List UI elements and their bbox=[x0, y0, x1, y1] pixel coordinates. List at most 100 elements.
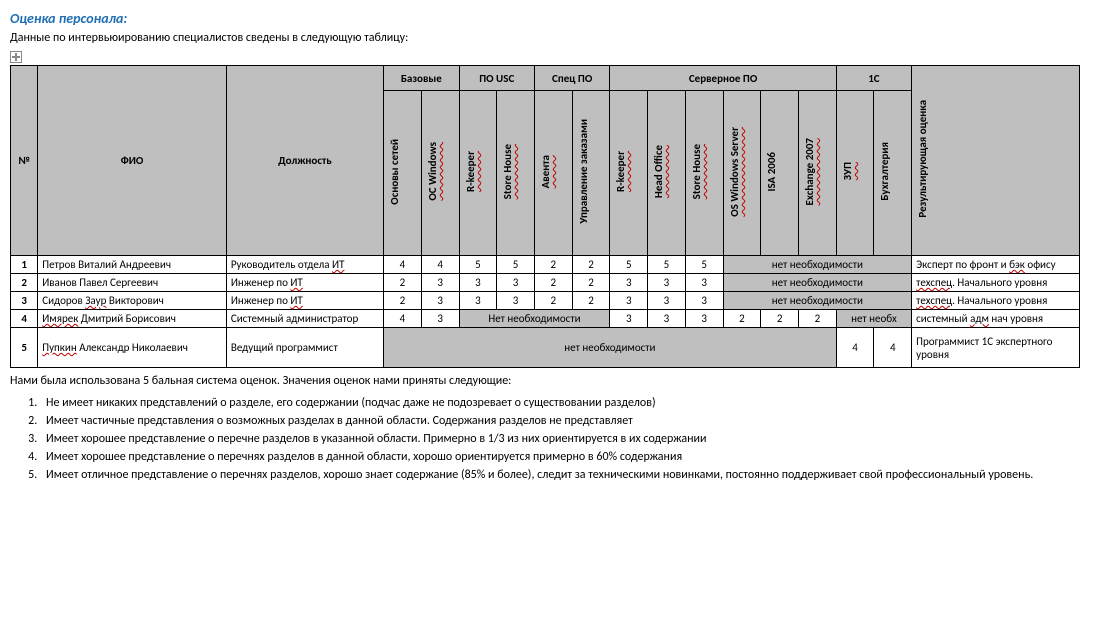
table-row: 5Пупкин Александр НиколаевичВедущий прог… bbox=[11, 328, 1080, 368]
cell: Иванов Павел Сергеевич bbox=[38, 274, 227, 292]
group-basic: Базовые bbox=[384, 66, 459, 91]
cell: 3 bbox=[421, 274, 459, 292]
cell: 2 bbox=[572, 292, 610, 310]
cell: Сидоров Заур Викторович bbox=[38, 292, 227, 310]
scale-item: Не имеет никаких представлений о разделе… bbox=[40, 396, 1090, 410]
cell: 3 bbox=[685, 310, 723, 328]
col-storehouse2: Store House bbox=[685, 91, 723, 256]
cell: Ведущий программист bbox=[226, 328, 383, 368]
cell: 4 bbox=[836, 328, 874, 368]
cell: 5 bbox=[459, 256, 497, 274]
table-row: 3Сидоров Заур ВикторовичИнженер по ИТ233… bbox=[11, 292, 1080, 310]
cell: 2 bbox=[798, 310, 836, 328]
cell: 4 bbox=[384, 256, 422, 274]
cell: 3 bbox=[497, 274, 535, 292]
scale-item: Имеет частичные представления о возможны… bbox=[40, 414, 1090, 428]
cell: 3 bbox=[648, 292, 686, 310]
col-position: Должность bbox=[226, 66, 383, 256]
col-winserver: OS Windows Server bbox=[723, 91, 761, 256]
cell: 3 bbox=[610, 310, 648, 328]
table-row: 2Иванов Павел СергеевичИнженер по ИТ2333… bbox=[11, 274, 1080, 292]
group-server: Серверное ПО bbox=[610, 66, 836, 91]
cell: 2 bbox=[534, 256, 572, 274]
cell: Руководитель отдела ИТ bbox=[226, 256, 383, 274]
cell: 2 bbox=[384, 292, 422, 310]
cell: 3 bbox=[421, 292, 459, 310]
col-rkeeper1: R-keeper bbox=[459, 91, 497, 256]
cell: 3 bbox=[685, 292, 723, 310]
group-spec: Спец ПО bbox=[534, 66, 609, 91]
table-body: 1Петров Виталий АндреевичРуководитель от… bbox=[11, 256, 1080, 368]
col-zup: ЗУП bbox=[836, 91, 874, 256]
cell: 5 bbox=[648, 256, 686, 274]
header-row-groups: № ФИО Должность Базовые ПО USC Спец ПО С… bbox=[11, 66, 1080, 91]
cell: нет необходимости bbox=[723, 292, 912, 310]
cell: 4 bbox=[874, 328, 912, 368]
cell: 5 bbox=[497, 256, 535, 274]
table-anchor-icon bbox=[10, 51, 22, 63]
col-aventa: Авента bbox=[534, 91, 572, 256]
cell: 3 bbox=[11, 292, 38, 310]
cell: Эксперт по фронт и бэк офису bbox=[912, 256, 1080, 274]
cell: 3 bbox=[497, 292, 535, 310]
col-rkeeper2: R-keeper bbox=[610, 91, 648, 256]
section-subtitle: Данные по интервьюированию специалистов … bbox=[10, 31, 1090, 45]
col-storehouse1: Store House bbox=[497, 91, 535, 256]
col-orders: Управление заказами bbox=[572, 91, 610, 256]
cell: 4 bbox=[384, 310, 422, 328]
cell: 2 bbox=[534, 292, 572, 310]
group-usc: ПО USC bbox=[459, 66, 534, 91]
cell: 3 bbox=[610, 292, 648, 310]
cell: 3 bbox=[421, 310, 459, 328]
cell: 3 bbox=[459, 274, 497, 292]
scale-item: Имеет отличное представление о перечнях … bbox=[40, 468, 1090, 482]
cell: Инженер по ИТ bbox=[226, 274, 383, 292]
col-headoffice: Head Office bbox=[648, 91, 686, 256]
cell: 2 bbox=[572, 274, 610, 292]
cell: 5 bbox=[610, 256, 648, 274]
col-net: Основы сетей bbox=[384, 91, 422, 256]
cell: Пупкин Александр Николаевич bbox=[38, 328, 227, 368]
cell: 2 bbox=[384, 274, 422, 292]
cell: 2 bbox=[761, 310, 799, 328]
cell: 4 bbox=[11, 310, 38, 328]
cell: 1 bbox=[11, 256, 38, 274]
scale-intro: Нами была использована 5 бальная система… bbox=[10, 374, 1090, 388]
cell: 2 bbox=[572, 256, 610, 274]
col-exchange: Exchange 2007 bbox=[798, 91, 836, 256]
cell: техспец. Начального уровня bbox=[912, 292, 1080, 310]
table-row: 4Имярек Дмитрий БорисовичСистемный админ… bbox=[11, 310, 1080, 328]
col-isa: ISA 2006 bbox=[761, 91, 799, 256]
cell: 5 bbox=[11, 328, 38, 368]
scale-item: Имеет хорошее представление о перечне ра… bbox=[40, 432, 1090, 446]
cell: 3 bbox=[648, 274, 686, 292]
table-row: 1Петров Виталий АндреевичРуководитель от… bbox=[11, 256, 1080, 274]
cell: 3 bbox=[648, 310, 686, 328]
cell: нет необх bbox=[836, 310, 911, 328]
col-result: Результирующая оценка bbox=[912, 66, 1080, 256]
cell: 3 bbox=[459, 292, 497, 310]
cell: нет необходимости bbox=[723, 274, 912, 292]
cell: нет необходимости bbox=[723, 256, 912, 274]
col-buh: Бухгалтерия bbox=[874, 91, 912, 256]
col-num: № bbox=[11, 66, 38, 256]
col-fio: ФИО bbox=[38, 66, 227, 256]
cell: 3 bbox=[610, 274, 648, 292]
cell: нет необходимости bbox=[384, 328, 837, 368]
cell: Инженер по ИТ bbox=[226, 292, 383, 310]
cell: Нет необходимости bbox=[459, 310, 610, 328]
cell: Программист 1С экспертного уровня bbox=[912, 328, 1080, 368]
scale-list: Не имеет никаких представлений о разделе… bbox=[40, 396, 1090, 482]
cell: 5 bbox=[685, 256, 723, 274]
group-1c: 1С bbox=[836, 66, 911, 91]
cell: 2 bbox=[723, 310, 761, 328]
cell: Имярек Дмитрий Борисович bbox=[38, 310, 227, 328]
evaluation-table: № ФИО Должность Базовые ПО USC Спец ПО С… bbox=[10, 65, 1080, 368]
section-title: Оценка персонала: bbox=[10, 10, 1090, 27]
cell: 4 bbox=[421, 256, 459, 274]
cell: 2 bbox=[11, 274, 38, 292]
cell: Системный администратор bbox=[226, 310, 383, 328]
cell: 3 bbox=[685, 274, 723, 292]
scale-item: Имеет хорошее представление о перечнях р… bbox=[40, 450, 1090, 464]
cell: техспец. Начального уровня bbox=[912, 274, 1080, 292]
